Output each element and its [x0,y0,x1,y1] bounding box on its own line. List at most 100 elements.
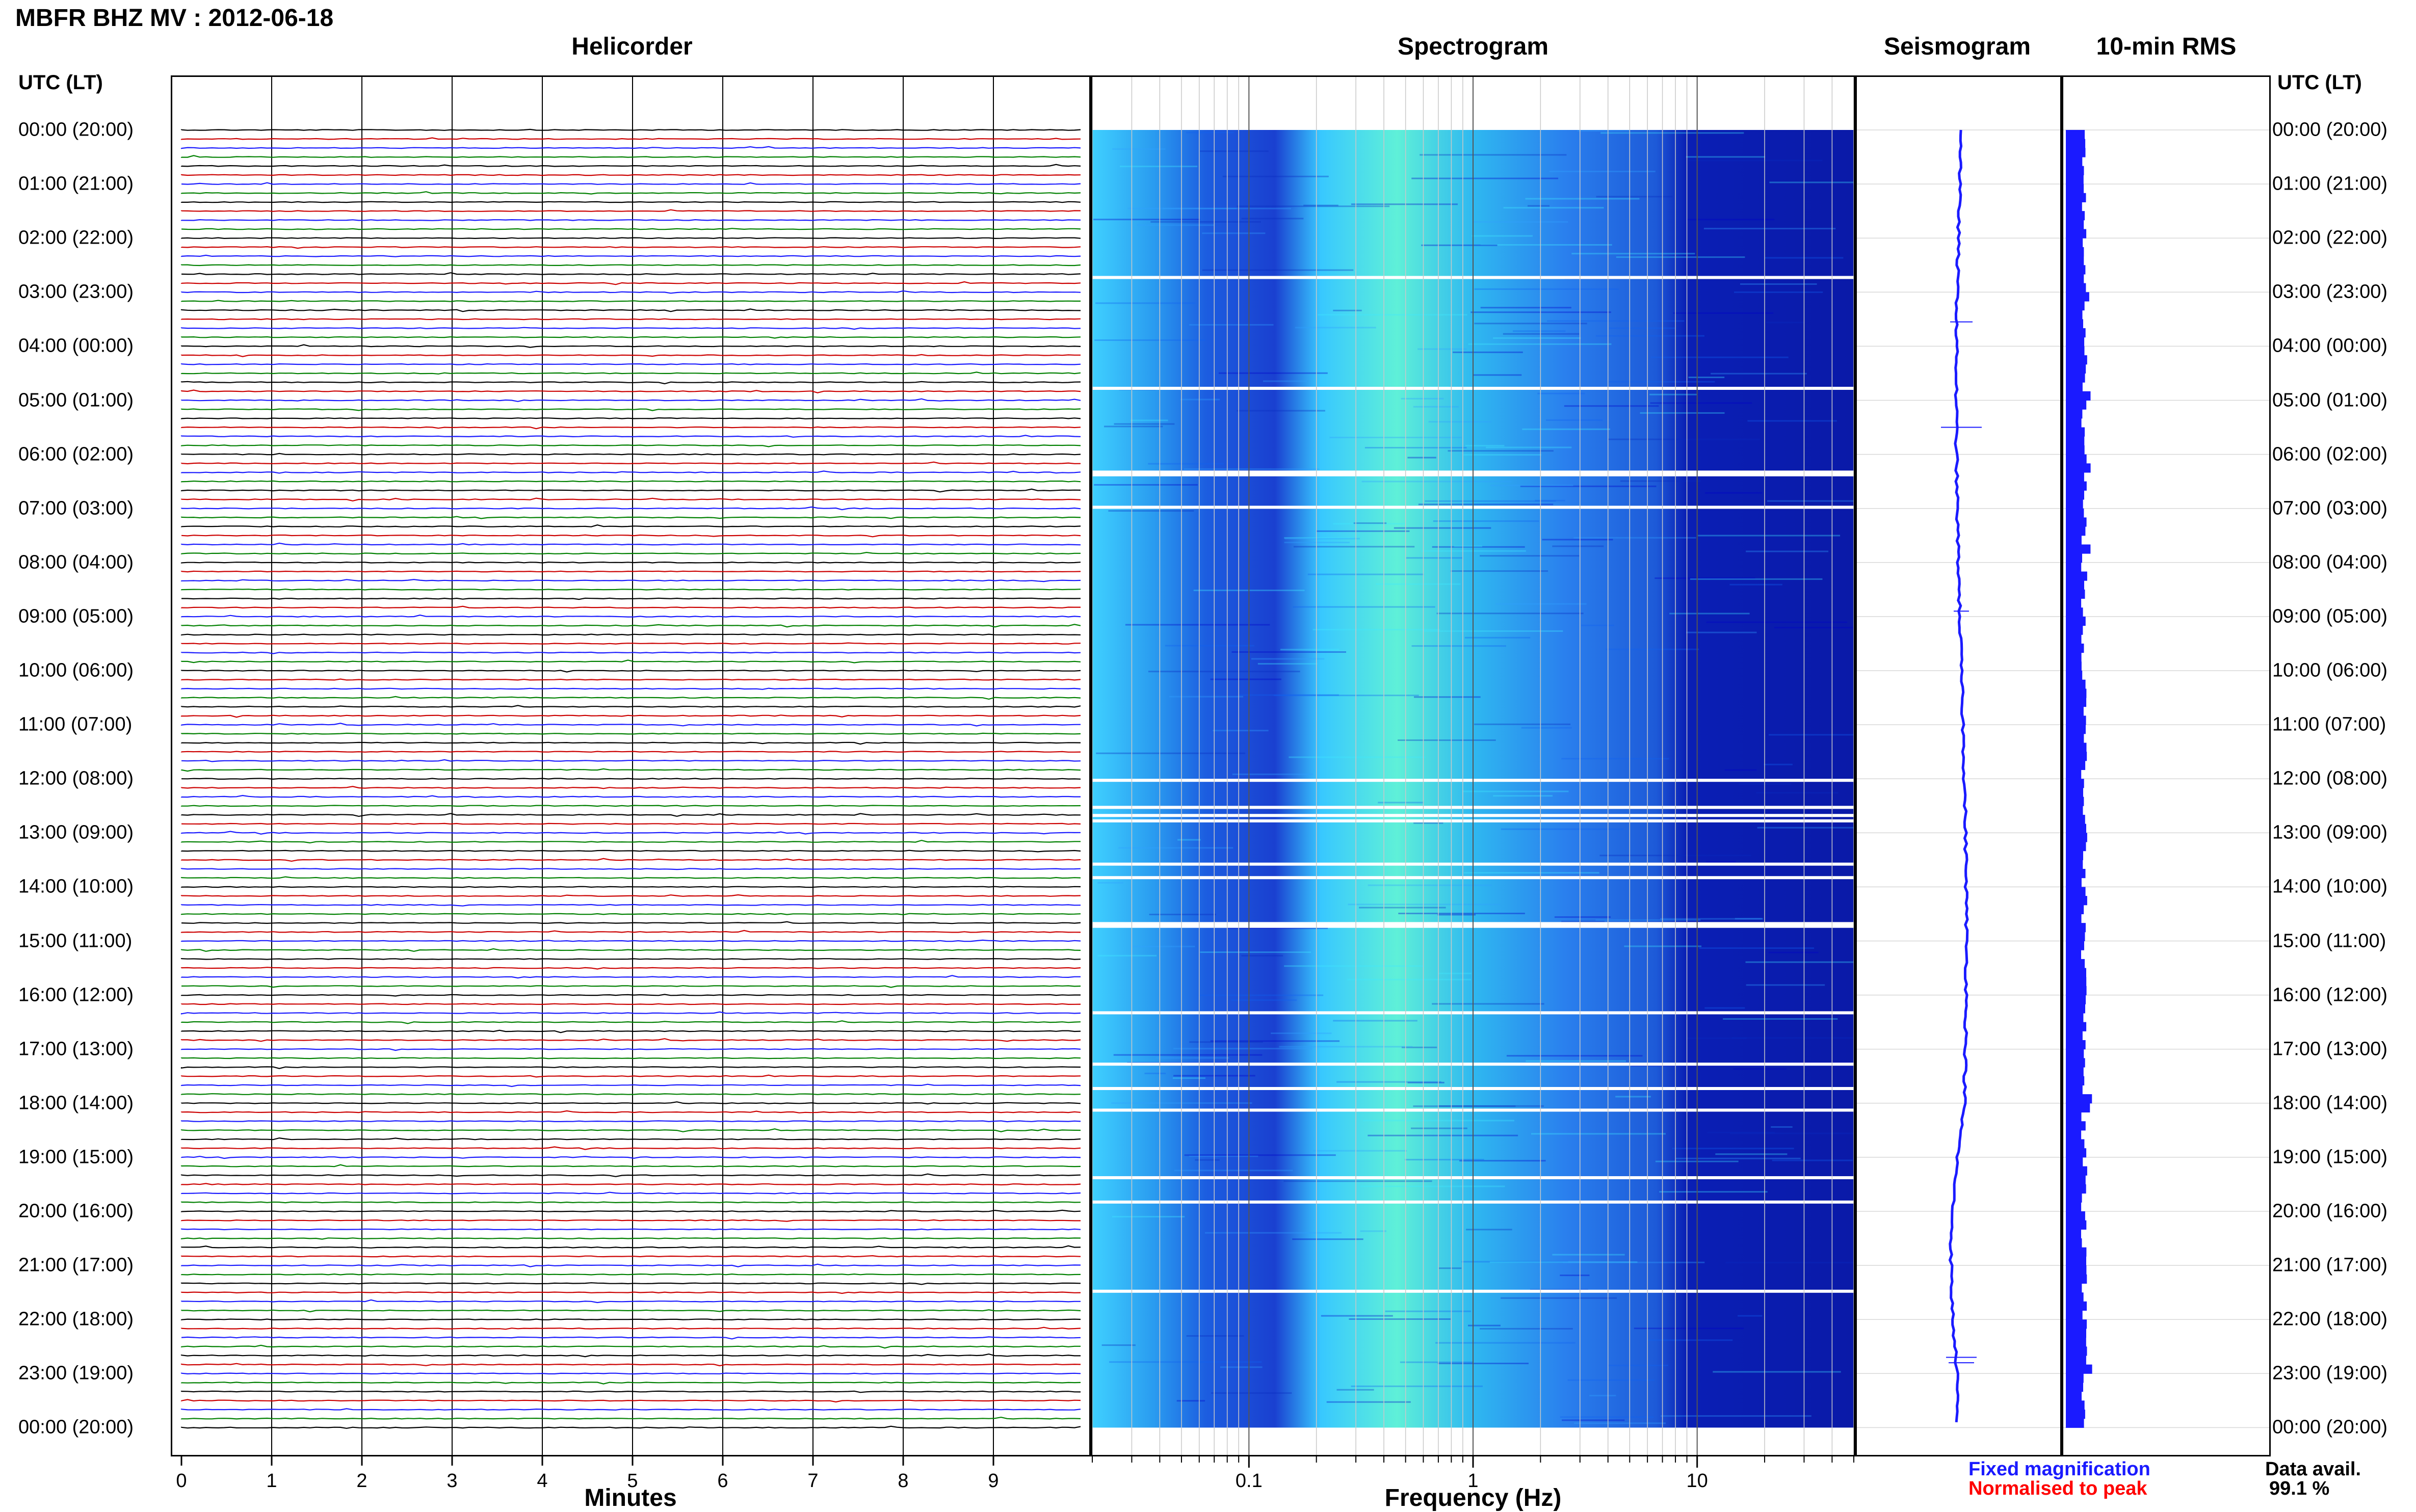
helicorder-trace [180,794,1081,798]
spectrogram-texture [1521,727,1572,729]
rms-bar [2066,887,2086,896]
spectrogram-texture [1472,235,1533,237]
spectrogram-texture [1486,446,1572,448]
rms-bar [2066,1139,2085,1149]
spectrogram-texture [1525,198,1640,200]
time-label-right: 12:00 (08:00) [2272,767,2388,789]
spectrogram-texture [1768,951,1819,953]
spectrogram-texture [1127,207,1237,209]
spectrogram-texture [1513,330,1566,332]
helicorder-trace [180,1128,1081,1132]
spectrogram-texture [1769,181,1854,183]
spectrogram-texture [1432,1003,1544,1005]
spectrogram-texture [1336,1081,1441,1083]
helicorder-trace [180,488,1081,493]
spectrogram-texture [1438,1105,1544,1107]
helicorder-trace [181,228,1081,230]
spectrogram-texture [1405,1159,1484,1161]
time-label-right: 03:00 (23:00) [2272,281,2388,303]
rms-bar [2066,634,2082,644]
spectrogram-texture [1189,1041,1263,1043]
helicorder-trace [180,381,1081,385]
rms-bar [2066,725,2086,734]
spectrogram-texture [1437,1363,1529,1364]
spectrogram-texture [1273,695,1419,697]
rms-bar [2066,544,2091,554]
helicorder-trace [180,1282,1081,1285]
rms-bar [2066,752,2087,761]
helicorder-trace [181,272,1081,276]
rms-bar [2066,878,2082,887]
spectrogram-texture [1433,520,1539,522]
time-label-left: 09:00 (05:00) [18,605,134,627]
helicorder-trace [180,994,1081,997]
helicorder-trace [180,246,1081,249]
helicorder-trace [180,219,1081,221]
helicorder-trace [180,281,1081,285]
spectrogram-image [1092,77,1854,1455]
rms-bars [2063,129,2269,1428]
rms-bar [2066,860,2083,869]
spectrogram-texture [1353,522,1387,524]
rms-bar [2066,1013,2084,1023]
spectrogram-texture [1675,1157,1801,1159]
spectrogram-texture [1125,624,1270,626]
spectrogram-texture [1468,1324,1501,1327]
helicorder-trace [180,1237,1081,1240]
time-label-right: 20:00 (16:00) [2272,1200,2388,1222]
rms-bar [2066,364,2086,374]
helicorder-trace [180,1074,1081,1078]
helicorder-trace [181,759,1081,762]
spectrogram-texture [1537,392,1585,394]
helicorder-trace [180,741,1081,745]
spectrogram-texture [1112,148,1166,150]
rms-bar [2066,1103,2090,1112]
spectrogram-texture [1093,219,1200,221]
helicorder-trace [180,1011,1081,1015]
time-label-left: 11:00 (07:00) [18,713,133,735]
spectrogram-texture [1097,882,1123,884]
spectrogram-texture [1321,1315,1393,1317]
spectrogram-texture [1202,232,1266,234]
helicorder-trace [181,534,1081,538]
spectrogram-texture [1723,1018,1838,1020]
helicorder-trace [180,327,1081,330]
spectrogram-texture [1608,381,1715,383]
spectrogram-texture [1257,663,1318,665]
spectrogram-texture [1349,1318,1451,1320]
minute-tick-label: 7 [807,1470,818,1492]
spectrogram-texture [1473,374,1522,376]
spectrogram-texture [1417,348,1467,350]
spectrogram-texture [1150,221,1261,223]
spectrogram-texture [1554,916,1611,918]
spectrogram-texture [1133,945,1195,947]
time-label-right: 08:00 (04:00) [2272,551,2388,573]
spectrogram-texture [1705,861,1736,863]
helicorder-trace [180,894,1081,897]
helicorder-trace [181,985,1081,988]
rms-bar [2066,797,2084,806]
helicorder-trace [180,659,1081,664]
spectrogram-texture [1560,1275,1590,1277]
spectrogram-texture [1733,1068,1787,1070]
spectrogram-texture [1263,380,1307,382]
helicorder-trace [180,1273,1081,1276]
spectrogram-texture [1237,205,1390,207]
time-label-right: 09:00 (05:00) [2272,605,2388,627]
helicorder-trace [180,732,1081,735]
helicorder-trace [180,696,1081,700]
time-label-right: 16:00 (12:00) [2272,984,2388,1006]
rms-bar [2066,733,2084,743]
helicorder-trace [180,453,1081,456]
helicorder-trace [180,1093,1081,1096]
spectrogram-texture [1130,419,1168,421]
helicorder-trace [180,958,1081,960]
spectrogram-texture [1232,773,1314,775]
helicorder-trace [180,516,1081,519]
time-label-right: 00:00 (20:00) [2272,119,2388,141]
rms-bar [2066,535,2082,545]
time-label-right: 18:00 (14:00) [2272,1092,2388,1114]
rms-bar [2066,1067,2084,1077]
time-label-left: 08:00 (04:00) [18,551,134,573]
rms-bar [2066,1130,2082,1139]
